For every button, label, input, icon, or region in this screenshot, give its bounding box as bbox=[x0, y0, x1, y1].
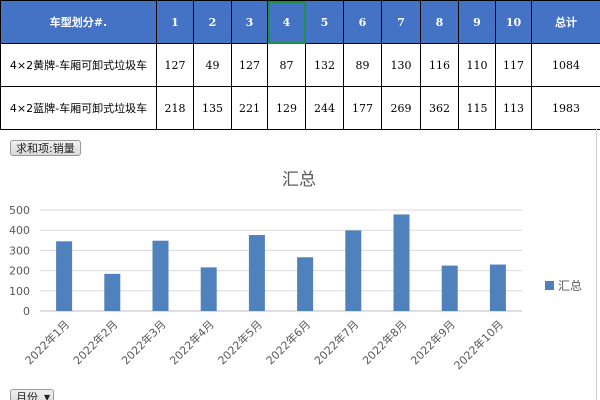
data-cell[interactable]: 218 bbox=[157, 87, 194, 130]
chart-border bbox=[596, 128, 597, 400]
bar[interactable] bbox=[394, 214, 410, 311]
row-label-cell[interactable]: 4×2蓝牌-车厢可卸式垃圾车 bbox=[1, 87, 157, 130]
axis-field-label: 月份 bbox=[16, 391, 38, 400]
table-header-row: 车型划分#. 1 2 3 4 5 6 7 8 9 10 总计 bbox=[1, 1, 600, 44]
chart-legend[interactable]: 汇总 bbox=[545, 279, 582, 293]
x-category-label: 2022年6月 bbox=[263, 317, 313, 367]
x-category-label: 2022年2月 bbox=[70, 317, 120, 367]
x-category-label: 2022年1月 bbox=[22, 317, 72, 367]
dropdown-arrow-icon: ▼ bbox=[44, 390, 50, 400]
table-row: 4×2蓝牌-车厢可卸式垃圾车 218 135 221 129 244 177 2… bbox=[1, 87, 600, 130]
x-category-label: 2022年3月 bbox=[118, 317, 168, 367]
data-cell[interactable]: 127 bbox=[232, 44, 268, 87]
header-cell-month-6[interactable]: 6 bbox=[344, 1, 382, 44]
y-axis-ticks: 0 100 200 300 400 500 bbox=[9, 204, 30, 318]
header-cell-month-3[interactable]: 3 bbox=[232, 1, 268, 44]
data-cell[interactable]: 116 bbox=[421, 44, 459, 87]
axis-field-button[interactable]: 月份 ▼ bbox=[10, 389, 54, 400]
header-cell-month-5[interactable]: 5 bbox=[306, 1, 344, 44]
y-tick-label: 300 bbox=[9, 244, 30, 257]
data-cell[interactable]: 87 bbox=[268, 44, 306, 87]
total-cell[interactable]: 1084 bbox=[532, 44, 600, 87]
pivot-table: 车型划分#. 1 2 3 4 5 6 7 8 9 10 总计 4×2黄牌-车厢可… bbox=[0, 0, 600, 130]
bar[interactable] bbox=[56, 241, 72, 311]
chart-title[interactable]: 汇总 bbox=[282, 170, 316, 190]
bar[interactable] bbox=[490, 265, 506, 311]
header-cell-month-9[interactable]: 9 bbox=[459, 1, 496, 44]
x-category-label: 2022年8月 bbox=[359, 317, 409, 367]
y-tick-label: 100 bbox=[9, 285, 30, 298]
data-cell[interactable]: 127 bbox=[157, 44, 194, 87]
data-cell[interactable]: 244 bbox=[306, 87, 344, 130]
data-cell[interactable]: 129 bbox=[268, 87, 306, 130]
bar[interactable] bbox=[153, 241, 169, 311]
data-cell[interactable]: 177 bbox=[344, 87, 382, 130]
data-cell[interactable]: 269 bbox=[382, 87, 421, 130]
bar[interactable] bbox=[442, 266, 458, 311]
header-cell-month-7[interactable]: 7 bbox=[382, 1, 421, 44]
row-label-cell[interactable]: 4×2黄牌-车厢可卸式垃圾车 bbox=[1, 44, 157, 87]
header-cell-month-10[interactable]: 10 bbox=[496, 1, 532, 44]
header-cell-month-8[interactable]: 8 bbox=[421, 1, 459, 44]
data-cell[interactable]: 115 bbox=[459, 87, 496, 130]
header-cell-month-1[interactable]: 1 bbox=[157, 1, 194, 44]
bar-series[interactable] bbox=[56, 214, 506, 311]
y-tick-label: 200 bbox=[9, 265, 30, 278]
x-category-label: 2022年9月 bbox=[408, 317, 458, 367]
data-cell[interactable]: 49 bbox=[194, 44, 232, 87]
legend-swatch bbox=[545, 281, 554, 290]
data-cell[interactable]: 132 bbox=[306, 44, 344, 87]
data-cell[interactable]: 130 bbox=[382, 44, 421, 87]
data-cell[interactable]: 89 bbox=[344, 44, 382, 87]
header-cell-vehicle-type[interactable]: 车型划分#. bbox=[1, 1, 157, 44]
data-cell[interactable]: 221 bbox=[232, 87, 268, 130]
bar[interactable] bbox=[297, 257, 313, 311]
header-cell-month-2[interactable]: 2 bbox=[194, 1, 232, 44]
x-category-label: 2022年10月 bbox=[451, 317, 506, 372]
legend-label: 汇总 bbox=[558, 279, 582, 293]
bar[interactable] bbox=[104, 274, 120, 311]
y-tick-label: 400 bbox=[9, 224, 30, 237]
data-cell[interactable]: 113 bbox=[496, 87, 532, 130]
bar[interactable] bbox=[249, 235, 265, 311]
bar[interactable] bbox=[345, 230, 361, 311]
y-tick-label: 500 bbox=[9, 204, 30, 217]
pivot-chart[interactable]: 0100200300400500 2022年1月2022年2月2022年3月20… bbox=[0, 150, 596, 388]
data-cell[interactable]: 362 bbox=[421, 87, 459, 130]
header-cell-total[interactable]: 总计 bbox=[532, 1, 600, 44]
data-cell[interactable]: 110 bbox=[459, 44, 496, 87]
x-category-label: 2022年5月 bbox=[215, 317, 265, 367]
header-cell-month-4-selected[interactable]: 4 bbox=[268, 1, 306, 44]
bar[interactable] bbox=[201, 267, 217, 311]
data-cell[interactable]: 135 bbox=[194, 87, 232, 130]
data-cell[interactable]: 117 bbox=[496, 44, 532, 87]
total-cell[interactable]: 1983 bbox=[532, 87, 600, 130]
x-category-label: 2022年7月 bbox=[311, 317, 361, 367]
table-row: 4×2黄牌-车厢可卸式垃圾车 127 49 127 87 132 89 130 … bbox=[1, 44, 600, 87]
x-category-label: 2022年4月 bbox=[167, 317, 217, 367]
x-axis-labels: 2022年1月2022年2月2022年3月2022年4月2022年5月2022年… bbox=[22, 317, 506, 372]
y-tick-label: 0 bbox=[23, 305, 30, 318]
value-field-label: 求和项:销量 bbox=[16, 142, 75, 155]
value-field-button[interactable]: 求和项:销量 bbox=[10, 140, 81, 156]
